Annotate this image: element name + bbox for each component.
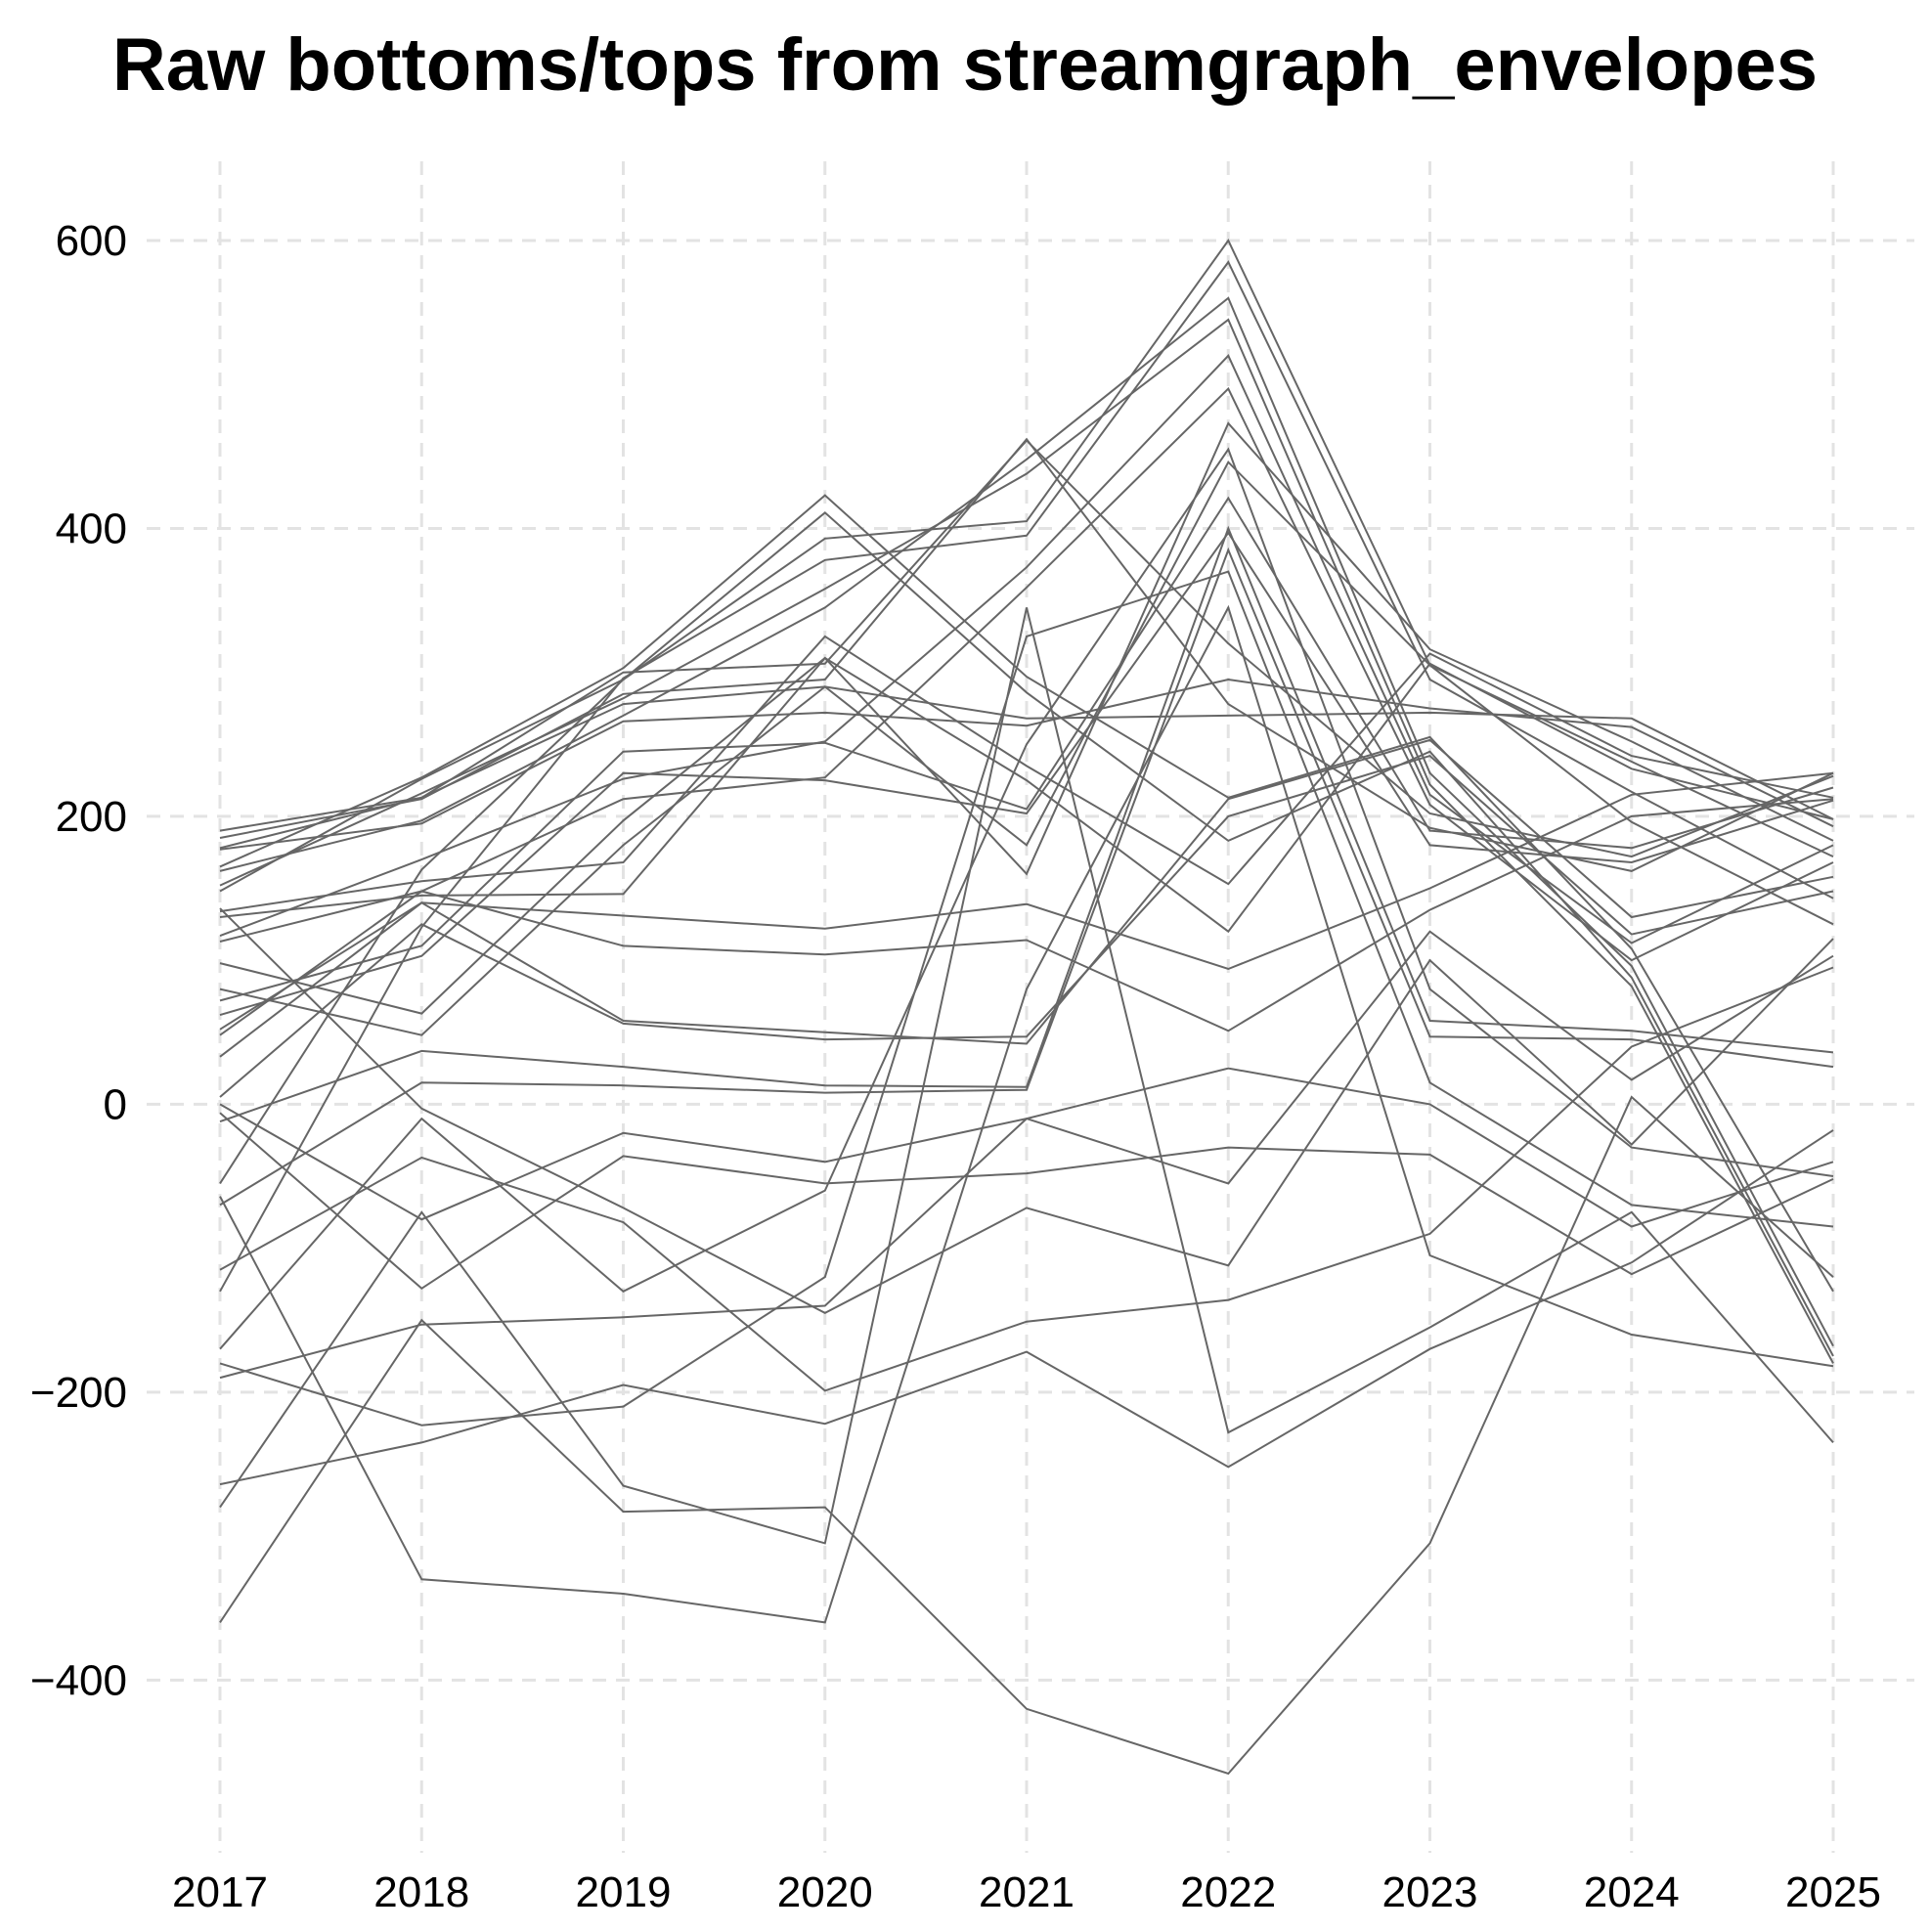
y-tick-label: 200	[56, 793, 127, 841]
series-line-24	[219, 547, 1834, 1207]
series-line-23	[219, 525, 1834, 1123]
grid	[147, 161, 1914, 1853]
series-lines	[219, 239, 1834, 1776]
series-line-29	[219, 966, 1834, 1392]
x-tick-label: 2018	[373, 1868, 469, 1916]
y-tick-label: 400	[56, 505, 127, 552]
y-tick-label: 0	[104, 1080, 127, 1128]
series-line-17	[219, 496, 1834, 1002]
series-line-19	[219, 771, 1834, 1031]
series-line-33	[219, 570, 1834, 1427]
series-line-20	[219, 798, 1834, 1036]
series-line-7	[219, 239, 1834, 1184]
x-tick-label: 2019	[576, 1868, 672, 1916]
series-line-32	[219, 607, 1834, 1545]
x-tick-label: 2023	[1382, 1868, 1478, 1916]
series-line-8	[219, 260, 1834, 1293]
y-tick-label: −200	[30, 1369, 127, 1417]
y-tick-label: 600	[56, 217, 127, 265]
series-line-35	[219, 447, 1834, 1350]
series-line-16	[219, 461, 1834, 1036]
y-axis-tick-labels: −400 −200 0 200 400 600	[30, 217, 127, 1704]
x-tick-label: 2025	[1785, 1868, 1881, 1916]
x-tick-label: 2022	[1180, 1868, 1276, 1916]
series-line-30	[219, 1129, 1834, 1486]
series-line-28	[219, 930, 1834, 1380]
series-line-31	[219, 1095, 1834, 1776]
series-line-5	[219, 296, 1834, 1347]
series-line-12	[219, 386, 1834, 962]
x-tick-label: 2024	[1584, 1868, 1680, 1916]
series-line-21	[219, 738, 1834, 1058]
series-line-3	[219, 685, 1834, 850]
x-tick-label: 2020	[777, 1868, 873, 1916]
x-axis-tick-labels: 2017 2018 2019 2020 2021 2022 2023 2024 2025	[172, 1868, 1881, 1916]
series-line-18	[219, 531, 1834, 1017]
series-line-1	[219, 494, 1834, 1293]
x-tick-label: 2017	[172, 1868, 268, 1916]
series-line-6	[219, 318, 1834, 1364]
y-tick-label: −400	[30, 1656, 127, 1704]
chart-title: Raw bottoms/tops from streamgraph_envelo…	[112, 23, 1818, 107]
series-line-34	[219, 604, 1834, 1624]
series-line-13	[219, 635, 1834, 913]
x-tick-label: 2021	[979, 1868, 1075, 1916]
series-line-15	[219, 421, 1834, 1015]
series-line-27	[219, 907, 1834, 1315]
series-line-22	[219, 754, 1834, 1098]
series-line-26	[219, 1112, 1834, 1291]
series-line-11	[219, 354, 1834, 944]
